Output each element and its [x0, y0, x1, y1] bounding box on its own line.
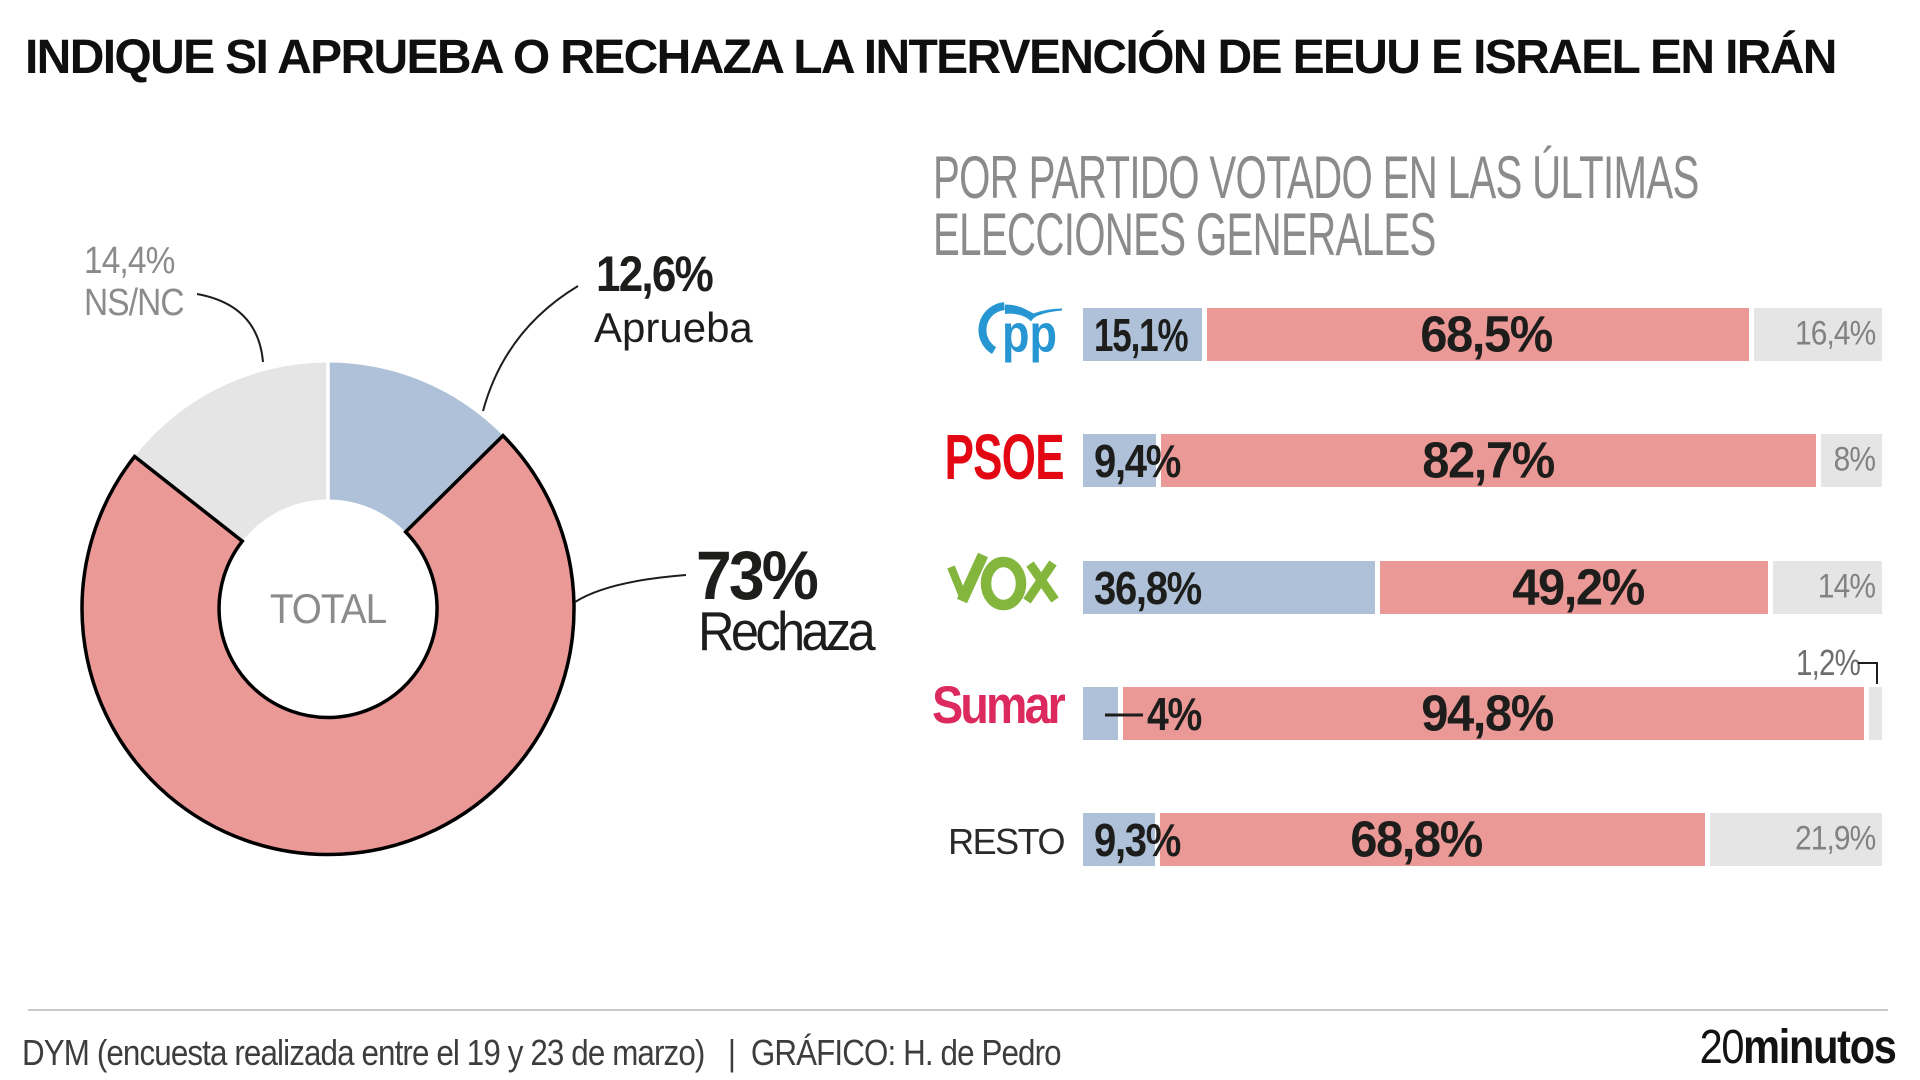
svg-text:pp: pp — [1002, 305, 1057, 364]
